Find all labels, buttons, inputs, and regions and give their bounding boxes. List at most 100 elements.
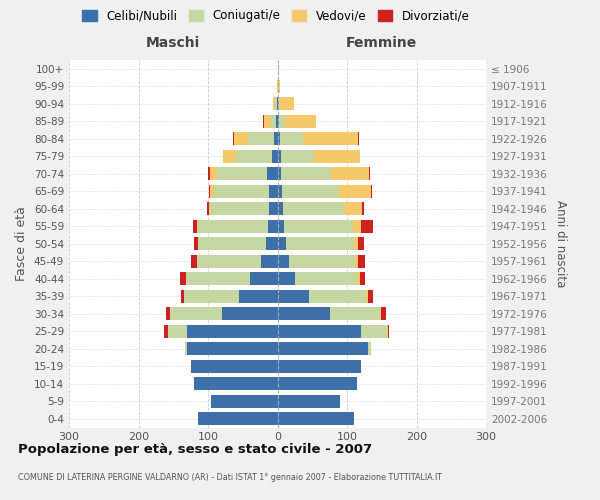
- Bar: [277, 412, 354, 426]
- Bar: [208, 167, 210, 180]
- Bar: [186, 272, 250, 285]
- Bar: [277, 324, 361, 338]
- Bar: [263, 114, 271, 128]
- Bar: [181, 290, 184, 303]
- Bar: [187, 342, 277, 355]
- Bar: [271, 114, 276, 128]
- Bar: [361, 324, 388, 338]
- Bar: [289, 254, 355, 268]
- Bar: [281, 150, 314, 163]
- Bar: [210, 167, 217, 180]
- Bar: [164, 324, 167, 338]
- Bar: [277, 184, 283, 198]
- Bar: [277, 254, 289, 268]
- Bar: [276, 114, 277, 128]
- Bar: [371, 184, 372, 198]
- Bar: [277, 202, 283, 215]
- Bar: [191, 360, 277, 373]
- Text: Femmine: Femmine: [346, 36, 418, 50]
- Bar: [358, 272, 360, 285]
- Text: Popolazione per età, sesso e stato civile - 2007: Popolazione per età, sesso e stato civil…: [18, 442, 372, 456]
- Bar: [222, 307, 277, 320]
- Bar: [380, 307, 381, 320]
- Y-axis label: Anni di nascita: Anni di nascita: [554, 200, 567, 288]
- Bar: [197, 220, 198, 233]
- Bar: [277, 62, 278, 76]
- Bar: [277, 394, 340, 408]
- Bar: [210, 184, 214, 198]
- Bar: [272, 150, 277, 163]
- Bar: [314, 150, 359, 163]
- Bar: [275, 97, 277, 110]
- Legend: Celibi/Nubili, Coniugati/e, Vedovi/e, Divorziati/e: Celibi/Nubili, Coniugati/e, Vedovi/e, Di…: [79, 6, 473, 26]
- Bar: [331, 167, 369, 180]
- Bar: [187, 324, 277, 338]
- Bar: [184, 290, 239, 303]
- Bar: [193, 220, 197, 233]
- Bar: [267, 167, 277, 180]
- Bar: [248, 132, 274, 145]
- Bar: [277, 132, 280, 145]
- Bar: [277, 97, 278, 110]
- Bar: [277, 220, 284, 233]
- Bar: [209, 202, 210, 215]
- Text: COMUNE DI LATERINA PERGINE VALDARNO (AR) - Dati ISTAT 1° gennaio 2007 - Elaboraz: COMUNE DI LATERINA PERGINE VALDARNO (AR)…: [18, 472, 442, 482]
- Bar: [272, 97, 275, 110]
- Bar: [362, 202, 364, 215]
- Bar: [167, 324, 187, 338]
- Bar: [309, 290, 366, 303]
- Bar: [277, 307, 329, 320]
- Bar: [185, 342, 187, 355]
- Bar: [277, 114, 279, 128]
- Bar: [283, 202, 344, 215]
- Bar: [358, 254, 365, 268]
- Bar: [344, 202, 362, 215]
- Bar: [358, 132, 359, 145]
- Bar: [360, 272, 365, 285]
- Bar: [269, 202, 277, 215]
- Bar: [277, 290, 309, 303]
- Bar: [340, 184, 371, 198]
- Bar: [274, 132, 277, 145]
- Bar: [268, 220, 277, 233]
- Bar: [197, 412, 277, 426]
- Bar: [250, 272, 277, 285]
- Bar: [277, 272, 295, 285]
- Bar: [217, 167, 267, 180]
- Bar: [361, 220, 373, 233]
- Bar: [329, 307, 380, 320]
- Bar: [191, 254, 197, 268]
- Bar: [198, 220, 268, 233]
- Bar: [277, 167, 281, 180]
- Bar: [198, 237, 266, 250]
- Bar: [210, 202, 269, 215]
- Bar: [279, 114, 285, 128]
- Bar: [366, 290, 368, 303]
- Bar: [354, 237, 358, 250]
- Bar: [269, 184, 277, 198]
- Bar: [180, 272, 186, 285]
- Bar: [277, 237, 286, 250]
- Bar: [277, 360, 361, 373]
- Bar: [239, 290, 277, 303]
- Text: Maschi: Maschi: [146, 36, 200, 50]
- Bar: [358, 237, 364, 250]
- Bar: [355, 254, 358, 268]
- Bar: [302, 132, 358, 145]
- Bar: [280, 97, 294, 110]
- Bar: [233, 132, 234, 145]
- Bar: [286, 237, 354, 250]
- Bar: [277, 342, 368, 355]
- Bar: [280, 132, 302, 145]
- Bar: [277, 377, 358, 390]
- Bar: [284, 220, 353, 233]
- Bar: [277, 80, 280, 93]
- Bar: [194, 237, 198, 250]
- Bar: [266, 237, 277, 250]
- Bar: [194, 377, 277, 390]
- Bar: [368, 342, 371, 355]
- Bar: [388, 324, 389, 338]
- Bar: [214, 184, 269, 198]
- Bar: [208, 202, 209, 215]
- Bar: [234, 132, 248, 145]
